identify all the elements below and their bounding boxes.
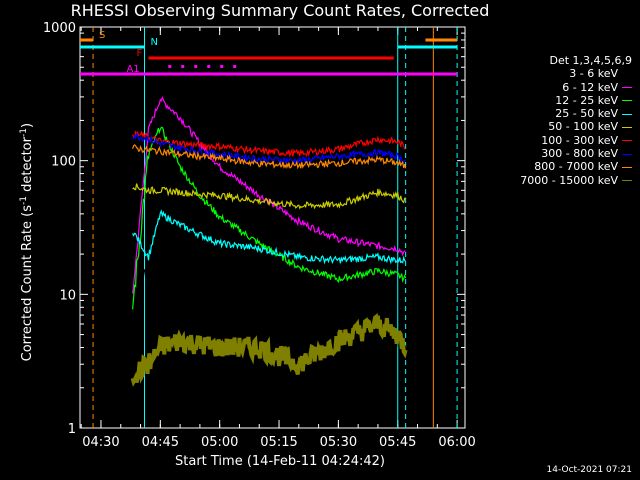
legend-swatch: [622, 180, 632, 182]
legend-entry: 12 - 25 keV: [520, 94, 632, 107]
legend-swatch: [622, 140, 632, 142]
legend-swatch: [622, 113, 632, 115]
x-tick-label: 04:45: [142, 435, 179, 450]
x-tick-label: 05:00: [201, 435, 238, 450]
y-tick-label: 10: [59, 288, 76, 303]
legend-entry: 800 - 7000 keV: [520, 160, 632, 173]
state-bar-label: F: [136, 48, 142, 59]
y-tick-label: 100: [51, 155, 76, 170]
plot-frame: [79, 26, 466, 429]
legend-swatch: [622, 87, 632, 89]
x-tick-label: 04:30: [82, 435, 119, 450]
legend-entry: 3 - 6 keV: [520, 67, 632, 80]
series-line-1: [132, 95, 406, 294]
series-line-4: [132, 183, 406, 210]
legend-entry: 50 - 100 keV: [520, 120, 632, 133]
series-line-0: [132, 195, 407, 389]
legend-swatch: [622, 126, 632, 128]
attenuator-dot: [181, 65, 185, 68]
x-tick-label: 05:15: [260, 435, 297, 450]
legend-title: Det 1,3,4,5,6,9: [549, 54, 632, 67]
legend-swatch: [622, 100, 632, 102]
legend-entry: 25 - 50 keV: [520, 107, 632, 120]
y-axis-label: Corrected Count Rate (s-1 detector-1): [18, 122, 36, 362]
legend-entry: 100 - 300 keV: [520, 134, 632, 147]
series-line-8: [130, 313, 408, 387]
chart-title: RHESSI Observing Summary Count Rates, Co…: [70, 1, 490, 20]
y-tick-label: 1000: [43, 21, 76, 36]
attenuator-dot: [207, 65, 211, 68]
legend-swatch: [622, 73, 632, 75]
state-bar-label: N: [150, 37, 157, 48]
legend-entry-label: 12 - 25 keV: [555, 93, 618, 107]
legend-entry: 300 - 800 keV: [520, 147, 632, 160]
state-bar-label: A1: [126, 64, 139, 75]
timestamp-footer: 14-Oct-2021 07:21: [546, 465, 632, 475]
legend-entry-label: 300 - 800 keV: [541, 147, 618, 161]
legend-entry-label: 50 - 100 keV: [548, 120, 618, 134]
legend-swatch: [622, 166, 632, 168]
state-bar-label: S: [99, 30, 105, 41]
attenuator-dot: [168, 65, 172, 68]
legend-entry-label: 100 - 300 keV: [541, 133, 618, 147]
legend-entry: 6 - 12 keV: [520, 81, 632, 94]
attenuator-dot: [194, 65, 198, 68]
legend-entry-label: 3 - 6 keV: [569, 67, 618, 81]
legend-entry-label: 7000 - 15000 keV: [520, 173, 618, 187]
x-tick-label: 05:45: [379, 435, 416, 450]
x-tick-label: 05:30: [320, 435, 357, 450]
x-axis-label: Start Time (14-Feb-11 04:24:42): [175, 454, 385, 469]
series-line-6: [132, 132, 406, 165]
x-tick-label: 06:00: [438, 435, 475, 450]
series-line-7: [132, 144, 407, 170]
series-line-3: [132, 209, 406, 265]
attenuator-dot: [233, 65, 237, 68]
y-tick-label: 1: [68, 422, 76, 437]
legend-swatch: [622, 153, 632, 155]
legend-entry: 7000 - 15000 keV: [520, 174, 632, 187]
series-line-2: [132, 126, 407, 310]
legend-entry-label: 6 - 12 keV: [562, 80, 618, 94]
legend-entry-label: 25 - 50 keV: [555, 107, 618, 121]
attenuator-dot: [220, 65, 224, 68]
legend-entry-label: 800 - 7000 keV: [534, 160, 618, 174]
series-line-5: [132, 130, 406, 158]
legend: Det 1,3,4,5,6,9 3 - 6 keV 6 - 12 keV 12 - …: [520, 54, 632, 187]
